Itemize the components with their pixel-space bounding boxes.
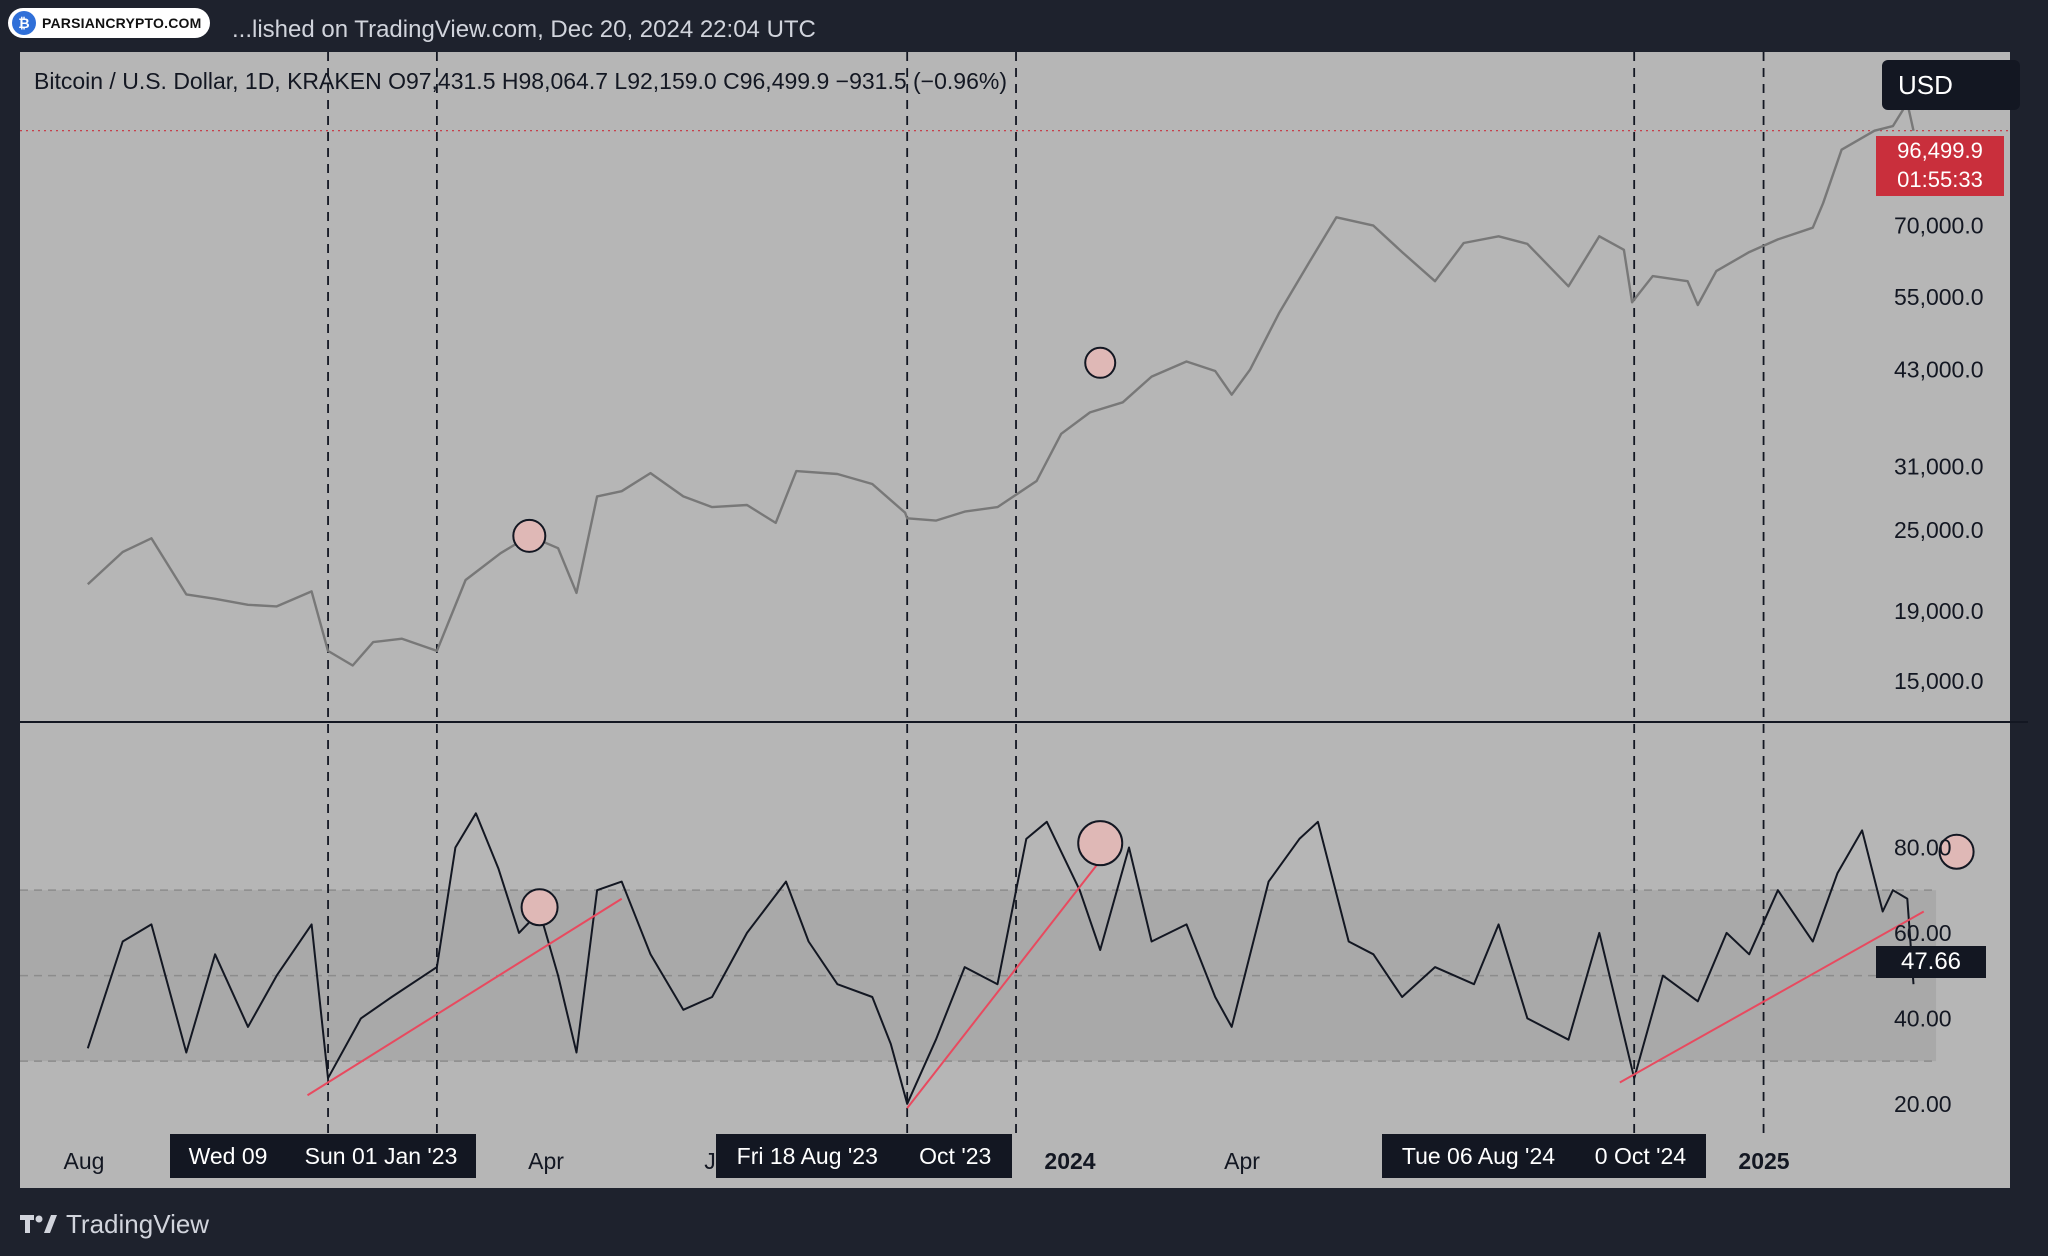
rsi-tick-label-1: 40.00 (1894, 1005, 1952, 1031)
last-price-tag: 96,499.9 01:55:33 (1876, 136, 2004, 196)
x-highlight-2-a: Fri 18 Aug '23 (736, 1142, 878, 1169)
footer-brand: TradingView (66, 1208, 210, 1239)
top-bar: ₿ PARSIANCRYPTO.COM ...lished on Trading… (0, 0, 2048, 52)
marker-circle-3 (1077, 820, 1124, 867)
x-highlight-1-b: Sun 01 Jan '23 (304, 1142, 458, 1169)
marker-circle-2 (520, 888, 559, 927)
bar-countdown: 01:55:33 (1897, 167, 1983, 192)
x-highlight-2: Fri 18 Aug '23 Oct '23 (716, 1134, 1012, 1178)
x-label-aug: Aug (63, 1148, 105, 1174)
x-highlight-3-a: Tue 06 Aug '24 (1401, 1142, 1556, 1169)
price-tick-label-4: 43,000.0 (1894, 357, 1984, 383)
watermark-logo: ₿ PARSIANCRYPTO.COM (8, 8, 210, 38)
x-highlight-3: Tue 06 Aug '24 0 Oct '24 (1382, 1134, 1706, 1178)
rsi-band-layer (20, 889, 1937, 1062)
x-label-2024: 2024 (1044, 1148, 1096, 1174)
rsi-tick-label-3: 80.00 (1894, 834, 1952, 860)
price-tick-label-6: 70,000.0 (1894, 213, 1984, 239)
price-tick-label-0: 15,000.0 (1894, 668, 1984, 694)
y-axis-ticks: 15,000.0 19,000.0 25,000.0 31,000.0 43,000.0… (1894, 213, 1984, 1117)
x-label-apr-2024: Apr (1224, 1148, 1260, 1174)
marker-circles-layer (512, 346, 1975, 927)
price-tick-label-5: 55,000.0 (1894, 284, 1984, 310)
trendline-2 (1619, 910, 1925, 1084)
x-highlight-1: Wed 09 Sun 01 Jan '23 (170, 1134, 476, 1178)
rsi-tick-label-0: 20.00 (1894, 1091, 1952, 1117)
watermark-text: PARSIANCRYPTO.COM (42, 15, 202, 31)
price-tick-label-2: 25,000.0 (1894, 517, 1984, 543)
x-label-2025: 2025 (1738, 1148, 1790, 1174)
rsi-last-value: 47.66 (1876, 946, 1986, 978)
vertical-dashed-lines (20, 52, 2010, 1136)
rsi-series-layer (86, 812, 1915, 1105)
footer: TradingView (20, 1208, 209, 1240)
trendline-0 (306, 897, 623, 1097)
marker-circle-0 (512, 518, 547, 553)
tradingview-logo-icon (20, 1215, 57, 1233)
trendline-layer (306, 846, 1925, 1109)
symbol-legend: Bitcoin / U.S. Dollar, 1D, KRAKEN O97,43… (34, 68, 1007, 94)
marker-circle-1 (1084, 346, 1117, 379)
price-series-layer (86, 101, 1915, 667)
price-tick-label-1: 19,000.0 (1894, 598, 1984, 624)
x-label-apr-2023: Apr (528, 1148, 564, 1174)
chart-svg[interactable]: 15,000.0 19,000.0 25,000.0 31,000.0 43,000.0… (20, 52, 2028, 1188)
brand-icon: ₿ (12, 11, 36, 35)
publish-info: ...lished on TradingView.com, Dec 20, 20… (232, 16, 816, 43)
x-highlight-2-b: Oct '23 (919, 1142, 992, 1169)
x-highlight-1-a: Wed 09 (188, 1142, 268, 1169)
rsi-line (86, 812, 1915, 1105)
rsi-tick-label-2: 60.00 (1894, 920, 1952, 946)
last-price-value: 96,499.9 (1897, 138, 1983, 163)
x-label-jul-partial: J (704, 1148, 716, 1174)
x-highlight-3-b: 0 Oct '24 (1594, 1142, 1687, 1169)
trendline-1 (906, 846, 1112, 1109)
chart-area[interactable]: 15,000.0 19,000.0 25,000.0 31,000.0 43,000.0… (20, 52, 2028, 1188)
currency-button[interactable]: USD (1882, 60, 2020, 110)
marker-circle-4 (1938, 833, 1975, 870)
price-tick-label-3: 31,000.0 (1894, 453, 1984, 479)
price-line (86, 101, 1915, 667)
